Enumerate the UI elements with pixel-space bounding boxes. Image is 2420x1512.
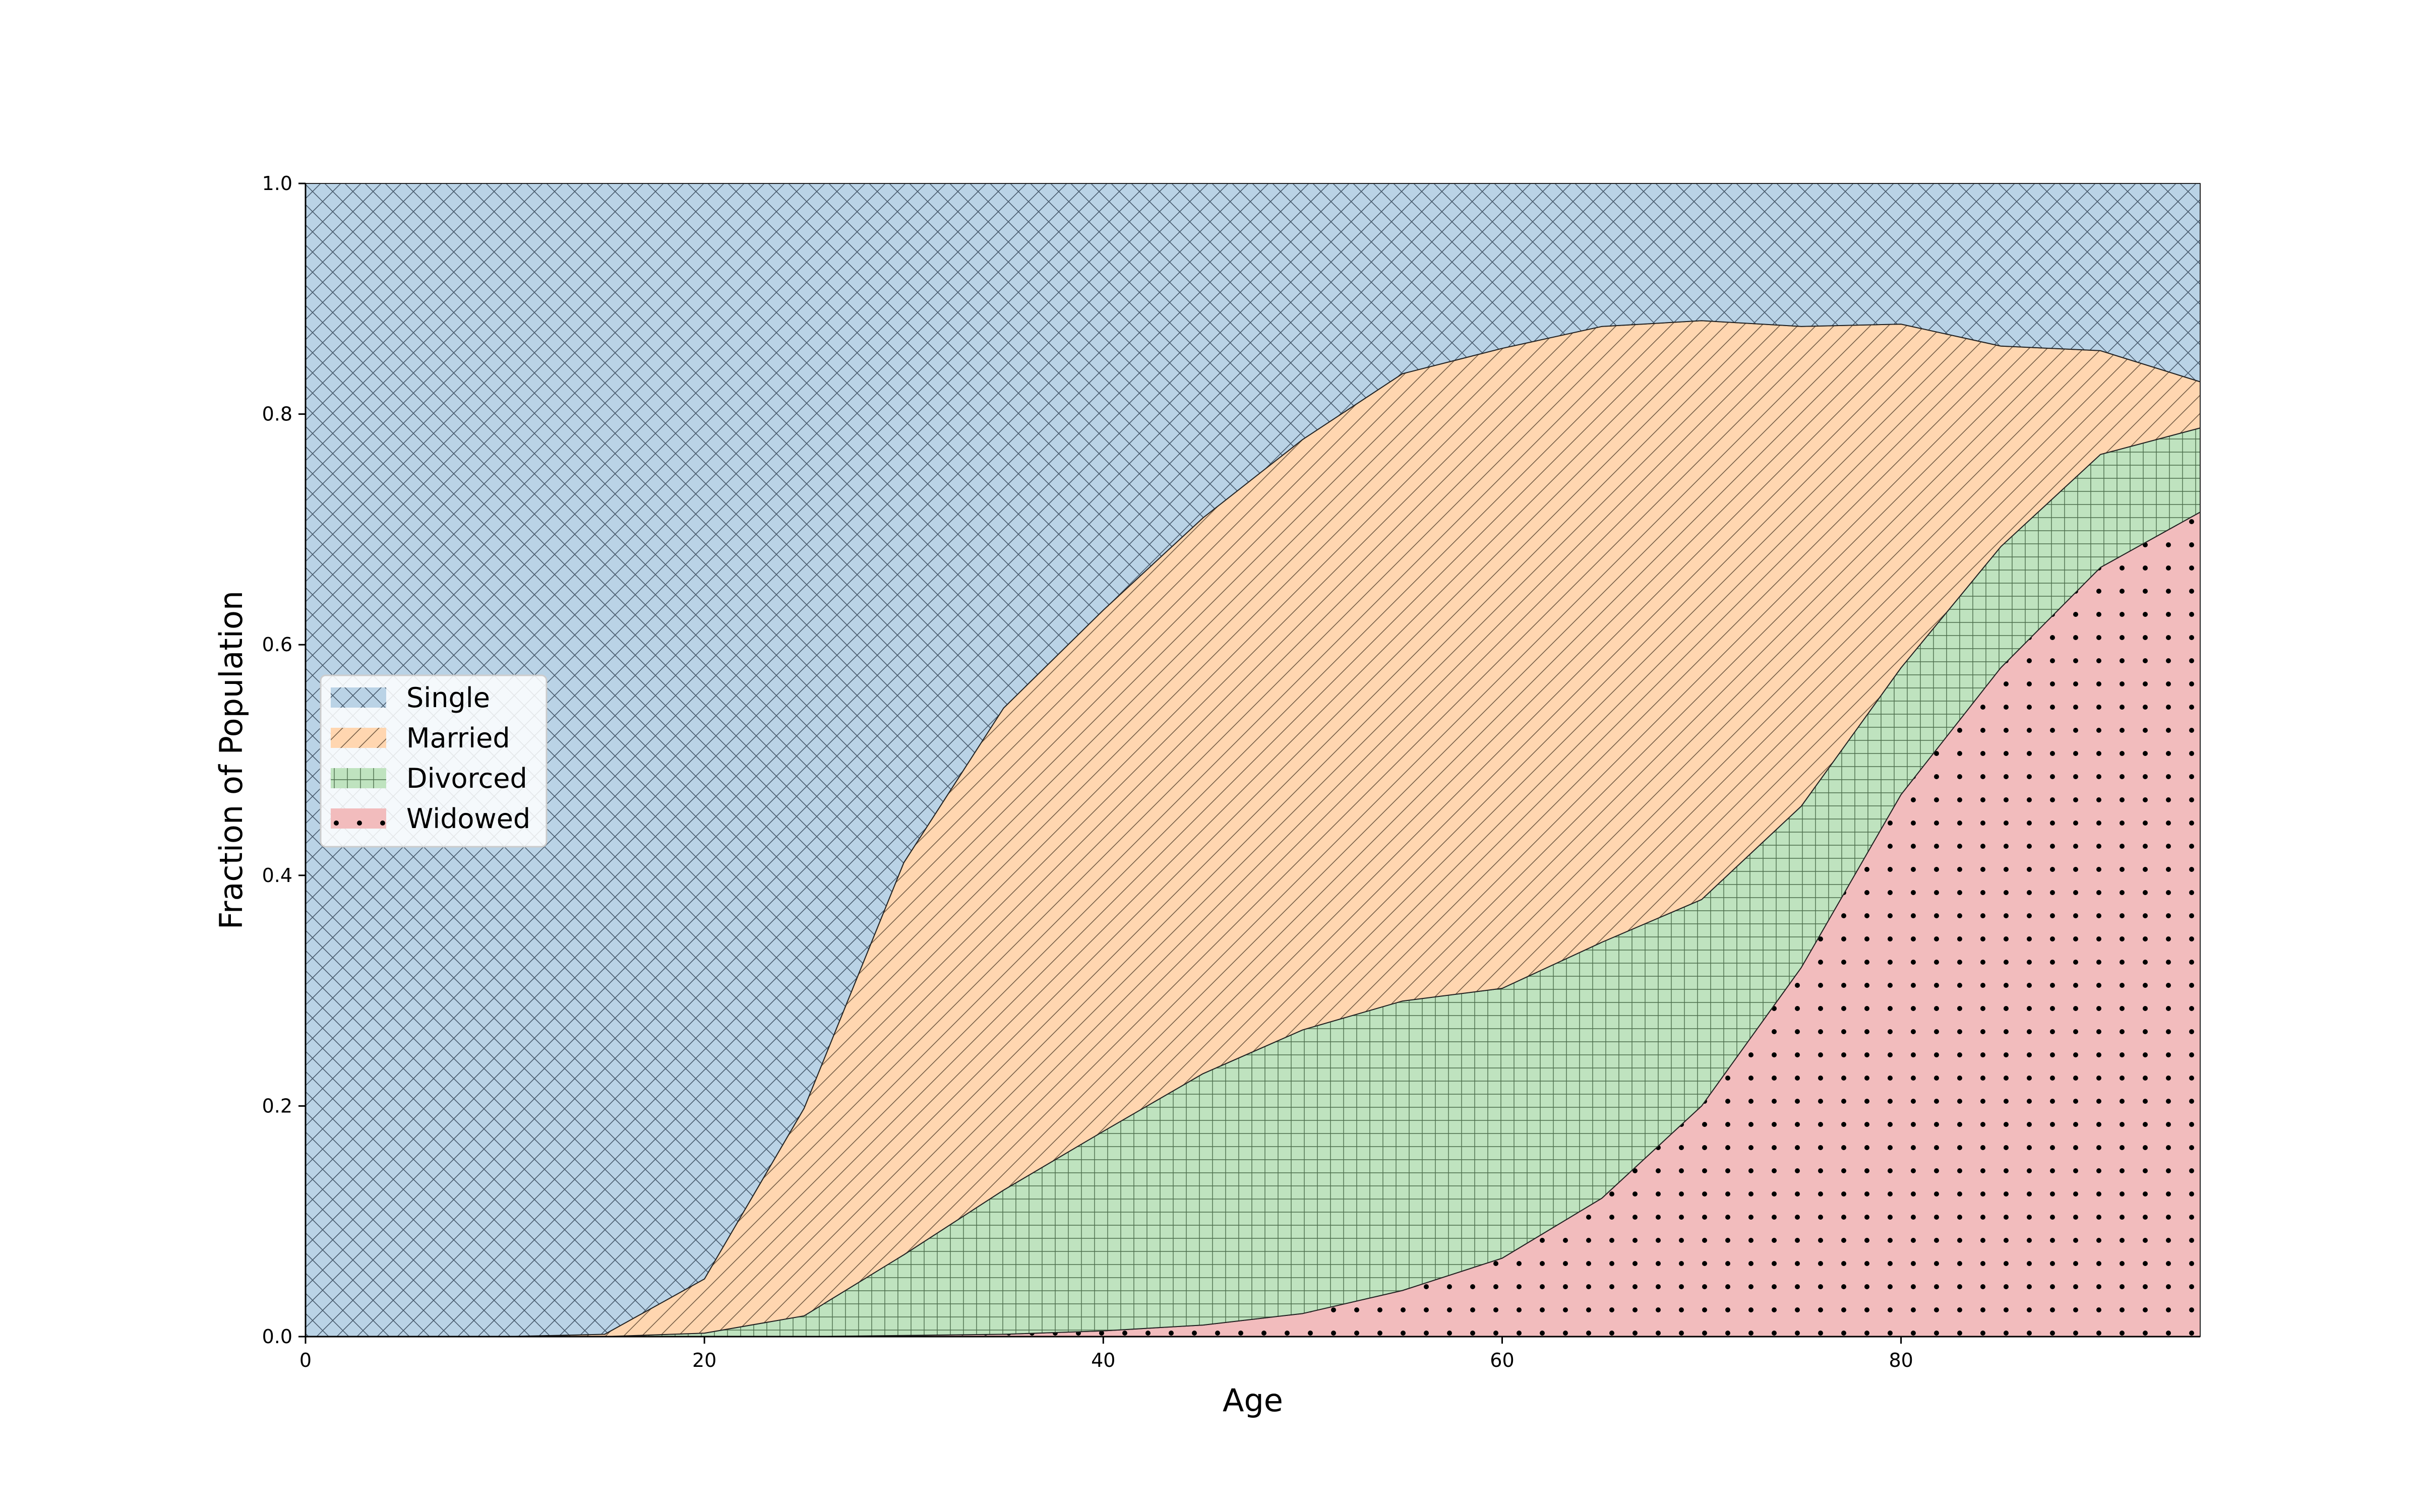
y-tick-label: 0.4 bbox=[262, 864, 292, 887]
legend-box bbox=[320, 674, 548, 848]
x-tick-label: 20 bbox=[692, 1349, 716, 1371]
legend: Single Married Divorced Widowed bbox=[320, 674, 548, 848]
x-tick-label: 80 bbox=[1889, 1349, 1913, 1371]
y-tick-label: 0.2 bbox=[262, 1095, 292, 1117]
legend-swatch bbox=[331, 808, 386, 829]
y-axis-label: Fraction of Population bbox=[213, 591, 250, 929]
legend-label: Married bbox=[406, 722, 510, 754]
legend-label: Widowed bbox=[406, 803, 530, 835]
legend-item-single: Single bbox=[331, 682, 490, 714]
axes bbox=[305, 183, 2200, 1338]
legend-item-widowed: Widowed bbox=[331, 803, 530, 835]
y-tick-label: 0.8 bbox=[262, 403, 292, 425]
area-layers bbox=[305, 183, 2201, 1337]
x-axis-label: Age bbox=[1223, 1382, 1283, 1419]
x-tick-label: 40 bbox=[1091, 1349, 1115, 1371]
tick-marks: 0 20 40 60 80 0.0 0.2 0.4 0.6 0.8 1.0 bbox=[262, 172, 1913, 1371]
legend-swatch bbox=[331, 687, 386, 708]
y-tick-label: 0.6 bbox=[262, 634, 292, 656]
legend-item-divorced: Divorced bbox=[331, 763, 527, 794]
x-tick-label: 0 bbox=[299, 1349, 312, 1371]
x-tick-label: 60 bbox=[1490, 1349, 1514, 1371]
legend-label: Single bbox=[406, 682, 490, 714]
y-tick-label: 0.0 bbox=[262, 1326, 292, 1348]
legend-swatch bbox=[331, 768, 386, 788]
area-single bbox=[305, 183, 2201, 1337]
legend-label: Divorced bbox=[406, 763, 527, 794]
y-tick-label: 1.0 bbox=[262, 172, 292, 195]
legend-swatch bbox=[331, 728, 386, 748]
legend-item-married: Married bbox=[331, 722, 510, 754]
